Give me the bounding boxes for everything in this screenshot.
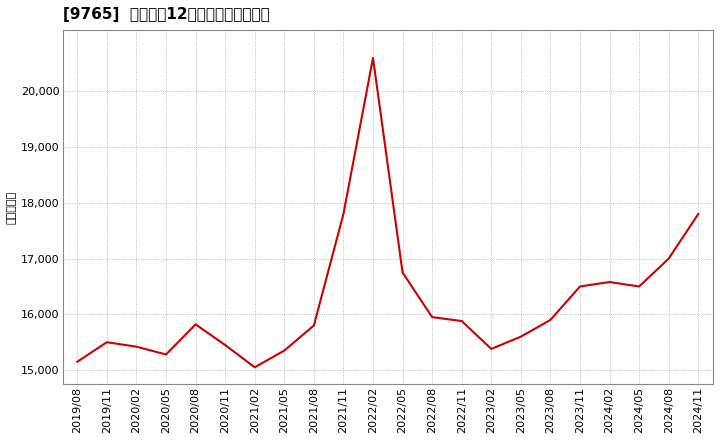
Text: [9765]  売上高の12か月移動合計の推移: [9765] 売上高の12か月移動合計の推移: [63, 7, 269, 22]
Y-axis label: （百万円）: （百万円）: [7, 191, 17, 224]
